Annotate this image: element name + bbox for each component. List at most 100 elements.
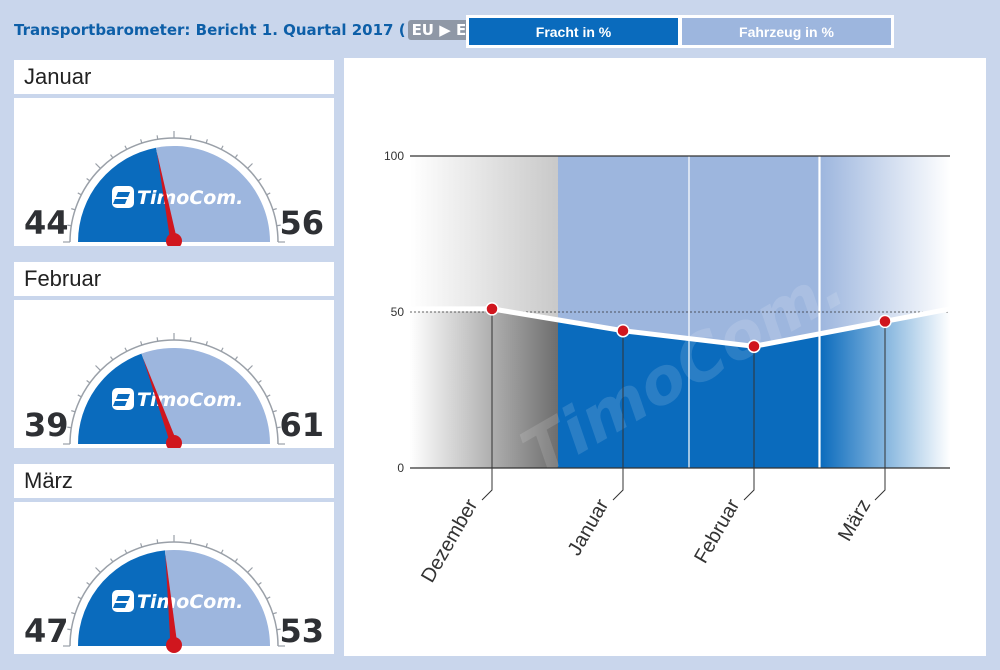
fracht-value: 39 (24, 406, 69, 444)
x-labels: Dezember Januar Februar März (417, 482, 886, 586)
scale-tick (71, 208, 76, 211)
data-point (878, 314, 892, 329)
gauge-januar: TimoCom. 44 56 (14, 98, 334, 246)
month-label-maerz: März (14, 464, 334, 498)
report-title: Transportbarometer: Bericht 1. Quartal 2… (14, 20, 491, 40)
scale-tick (276, 426, 281, 429)
scale-tick (77, 596, 82, 600)
scale-tick (95, 163, 101, 169)
scale-tick (71, 612, 76, 615)
x-label-leader (612, 482, 624, 501)
scale-tick (156, 135, 159, 140)
scale-tick (189, 135, 192, 140)
x-label-leader (743, 482, 755, 501)
gauge-svg: TimoCom. (63, 131, 285, 246)
scale-tick (234, 558, 238, 563)
report-title-text: Transportbarometer: Bericht 1. Quartal 2… (14, 21, 394, 39)
scale-tick (266, 192, 271, 196)
region-top (689, 156, 820, 347)
scale-tick (272, 410, 277, 413)
scale-tick (110, 558, 114, 563)
needle-hub (166, 435, 182, 448)
scale-tick (189, 337, 192, 342)
scale-arc (69, 541, 279, 647)
scale-tick (140, 139, 143, 144)
x-label-leader (481, 482, 493, 501)
scale-tick (205, 341, 208, 346)
gauge-needle (165, 554, 178, 647)
scale-tick (189, 539, 192, 544)
fahrzeug-wedge (141, 348, 270, 444)
gauge-svg: TimoCom. (63, 535, 285, 653)
series-path (410, 306, 951, 349)
scale-tick (67, 628, 72, 631)
gauge-maerz: TimoCom. 47 53 (14, 502, 334, 654)
scale-tick (77, 192, 82, 196)
data-point (747, 339, 761, 354)
x-tick-label: Februar (690, 495, 744, 567)
scale-tick (220, 145, 224, 150)
svg-text:TimoCom.: TimoCom. (137, 187, 243, 209)
scale-tick (71, 410, 76, 413)
route-from: EU (411, 21, 434, 39)
scale-tick (272, 208, 277, 211)
scale-tick (272, 612, 277, 615)
scale-tick (95, 365, 101, 371)
needle-hub (166, 637, 182, 653)
scale-tick (247, 365, 253, 371)
scale-tick (234, 154, 238, 159)
x-tick-label: Januar (564, 495, 614, 559)
scale-tick (67, 224, 72, 227)
series-line (410, 302, 951, 482)
scale-tick (276, 628, 281, 631)
y-ticks: 0 50 100 (384, 149, 404, 475)
gauge-februar: TimoCom. 39 61 (14, 300, 334, 448)
scale-tick (247, 567, 253, 573)
timocom-logo: TimoCom. (112, 388, 243, 411)
scale-tick (156, 337, 159, 342)
tab-fahrzeug[interactable]: Fahrzeug in % (682, 18, 891, 45)
month-label-januar: Januar (14, 60, 334, 94)
scale-tick (95, 567, 101, 573)
scale-tick (86, 178, 91, 182)
timocom-logo: TimoCom. (112, 590, 243, 613)
tab-fracht[interactable]: Fracht in % (469, 18, 678, 45)
x-label-leader (874, 482, 886, 501)
fahrzeug-value: 53 (279, 612, 324, 650)
fahrzeug-wedge (164, 550, 270, 646)
chart-panel: TimoCom. 0 50 100 Dezember Januar Februar Mär… (344, 58, 986, 656)
scale-tick (140, 341, 143, 346)
scale-tick (124, 347, 128, 352)
scale-tick (220, 347, 224, 352)
y-tick-label: 100 (384, 149, 404, 163)
fahrzeug-value: 61 (279, 406, 324, 444)
scale-tick (220, 549, 224, 554)
scale-tick (257, 178, 262, 182)
needle-hub (166, 233, 182, 246)
gauge-svg: TimoCom. (63, 333, 285, 448)
play-arrow-icon: ▶ (439, 21, 451, 39)
scale-arc (69, 137, 279, 243)
scale-tick (110, 154, 114, 159)
fracht-value: 47 (24, 612, 69, 650)
scale-tick (140, 543, 143, 548)
data-point (616, 323, 630, 338)
route-paren-open: ( (398, 21, 406, 39)
fahrzeug-value: 56 (279, 204, 324, 242)
svg-text:TimoCom.: TimoCom. (137, 389, 243, 411)
scale-tick (257, 380, 262, 384)
fahrzeug-wedge (156, 146, 270, 242)
region-bottom (410, 308, 558, 468)
data-point (485, 302, 499, 316)
view-tabs: Fracht in % Fahrzeug in % (466, 15, 894, 48)
scale-tick (234, 356, 238, 361)
scale-tick (247, 163, 253, 169)
svg-text:TimoCom.: TimoCom. (137, 591, 243, 613)
scale-tick (86, 380, 91, 384)
scale-tick (156, 539, 159, 544)
scale-tick (86, 582, 91, 586)
scale-tick (67, 426, 72, 429)
scale-tick (266, 596, 271, 600)
scale-tick (124, 145, 128, 150)
